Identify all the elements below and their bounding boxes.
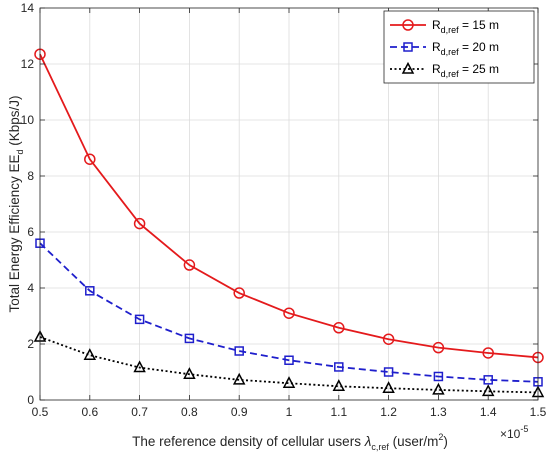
series-1-point (382, 333, 395, 345)
series-3-point (432, 382, 445, 395)
series-3-point (83, 348, 97, 360)
x-axis-label-symbol: λ (364, 434, 372, 449)
x-axis-label: The reference density of cellular users … (132, 432, 448, 452)
x-axis-label-main: The reference density of cellular users (132, 434, 365, 449)
series-1-point (283, 307, 295, 319)
series-2-point (334, 362, 344, 372)
legend-label-sub: d,ref (441, 47, 460, 57)
series-2-point (483, 375, 493, 385)
series-3-point (133, 360, 146, 373)
legend-label-main: R (432, 40, 441, 54)
y-axis-label-sub: d (15, 149, 25, 154)
x-axis-exponent-base: ×10 (500, 427, 521, 441)
x-axis-exponent: ×10-5 (500, 424, 528, 441)
x-axis-exponent-power: -5 (520, 424, 528, 434)
series-2-point (134, 314, 145, 325)
legend-item: Rd,ref = 25 m (390, 61, 499, 79)
series-1 (34, 48, 544, 364)
series-3-point (382, 381, 395, 393)
x-tick-label: 1.5 (530, 405, 547, 419)
legend-marker (402, 19, 414, 31)
series-3-line (39, 336, 539, 394)
series-2-point (383, 367, 394, 377)
legend-label-value: = 15 m (459, 18, 499, 32)
legend-label: Rd,ref = 25 m (432, 62, 499, 79)
series-1-point (233, 287, 245, 299)
legend-label-main: R (432, 62, 441, 76)
series-2-point (433, 371, 444, 382)
series-2-point (234, 346, 244, 356)
series-1-point (432, 341, 445, 354)
x-tick-label: 0.6 (81, 405, 98, 419)
legend-box (383, 10, 535, 84)
x-axis-label-symbol-sub: c,ref (371, 442, 389, 452)
legend-label-sub: d,ref (441, 25, 460, 35)
y-axis-label: Total Energy Efficiency EEd (Kbps/J) (7, 95, 25, 312)
series-1-line (39, 53, 539, 359)
x-tick-label: 0.7 (131, 405, 148, 419)
legend-marker (401, 61, 415, 74)
y-tick-label: 0 (27, 393, 34, 407)
legend-label-value: = 20 m (459, 40, 499, 54)
series-2-point (284, 355, 294, 365)
legend-label-sub: d,ref (441, 69, 460, 79)
y-tick-label: 8 (27, 169, 34, 183)
series-1-point (84, 153, 96, 165)
ticks: 0.5 0.6 0.7 0.8 0.9 1 1.1 1.2 1.3 1.4 1.5 0 2 4 6 8 10 12… (21, 1, 547, 419)
series-3-point (183, 367, 196, 379)
y-tick-label: 10 (21, 113, 35, 127)
legend: Rd,ref = 15 mRd,ref = 20 mRd,ref = 25 m (383, 10, 535, 84)
x-tick-label: 1.2 (380, 405, 397, 419)
y-tick-label: 6 (27, 225, 34, 239)
series-1-point (183, 259, 196, 271)
y-axis-label-main: Total Energy Efficiency EE (7, 154, 22, 312)
series-2-point (184, 333, 195, 344)
x-tick-label: 0.8 (181, 405, 198, 419)
series-1-point (482, 347, 494, 359)
legend-item: Rd,ref = 15 m (390, 18, 499, 35)
x-tick-label: 0.5 (32, 405, 49, 419)
y-axis-label-unit: (Kbps/J) (7, 95, 22, 149)
x-axis-label-unit-post: ) (443, 434, 448, 449)
series-3-point (232, 372, 246, 385)
series-1-point (133, 217, 146, 230)
x-tick-label: 1 (286, 405, 293, 419)
legend-label-value: = 25 m (459, 62, 499, 76)
legend-label: Rd,ref = 15 m (432, 18, 499, 35)
x-tick-label: 1.4 (480, 405, 497, 419)
y-tick-label: 12 (21, 57, 35, 71)
y-tick-label: 14 (21, 1, 35, 15)
x-tick-label: 1.1 (330, 405, 347, 419)
x-axis-label-unit-sup: 2 (438, 432, 443, 442)
y-tick-label: 2 (27, 337, 34, 351)
legend-label-main: R (432, 18, 441, 32)
series-1-point (333, 322, 345, 334)
series-3-point (282, 376, 296, 388)
legend-label: Rd,ref = 20 m (432, 40, 499, 57)
series-2-point (85, 286, 95, 296)
legend-item: Rd,ref = 20 m (390, 40, 499, 57)
x-tick-label: 0.9 (231, 405, 248, 419)
series-3-point (332, 379, 346, 392)
series-2-line (39, 242, 539, 383)
series-3 (33, 329, 545, 398)
x-axis-label-unit-pre: (user/m (389, 434, 439, 449)
x-tick-label: 1.3 (430, 405, 447, 419)
legend-marker (403, 42, 413, 52)
y-tick-label: 4 (27, 281, 34, 295)
